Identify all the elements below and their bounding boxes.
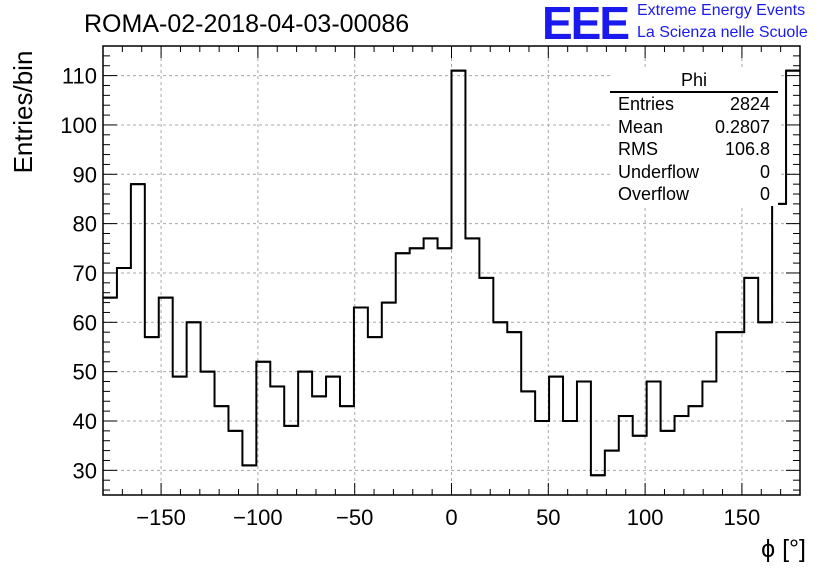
histogram-series [103,69,800,477]
stats-label: Underflow [618,161,700,182]
y-tick-label: 70 [73,261,97,286]
stats-title: Phi [610,70,778,93]
x-tick-label: 150 [724,505,761,530]
stats-value: 2824 [729,94,770,114]
y-tick-label: 40 [73,409,97,434]
y-tick-label: 30 [73,458,97,483]
logo-line-1: Extreme Energy Events [637,2,806,19]
y-tick-label: 90 [73,162,97,187]
x-tick-label: −50 [336,505,373,530]
stats-box: Phi Entries 2824 Mean 0.2807 RMS 106.8 U… [610,70,778,206]
y-tick-label: 110 [62,64,97,89]
stats-label: RMS [618,139,658,159]
x-tick-label: −100 [233,505,283,530]
stats-row-underflow: Underflow 0 [610,161,778,184]
y-axis-label: Entries/bin [8,51,38,174]
stats-value: 0 [759,184,770,204]
stats-value: 0 [759,161,770,182]
y-tick-label: 60 [73,310,97,335]
stats-value: 0.2807 [714,116,770,137]
stats-label: Mean [618,116,664,137]
stats-row-rms: RMS 106.8 [610,138,778,161]
x-tick-label: −150 [136,505,186,530]
stats-label: Overflow [618,184,690,204]
stats-row-entries: Entries 2824 [610,93,778,116]
stats-row-overflow: Overflow 0 [610,183,778,206]
stats-row-mean: Mean 0.2807 [610,116,778,139]
axis-ticks [103,45,800,495]
y-tick-labels: 30 40 50 60 70 80 90 100 110 [60,64,97,484]
stats-value: 106.8 [724,139,770,159]
stats-label: Entries [618,94,675,114]
run-title: ROMA-02-2018-04-03-00086 [84,10,410,38]
x-tick-label: 100 [627,505,664,530]
y-tick-label: 100 [60,113,97,138]
x-tick-label: 0 [445,505,457,530]
x-tick-labels: −150 −100 −50 0 50 100 150 [136,505,760,530]
logo-line-2: La Scienza nelle Scuole [637,24,808,41]
eee-logo: EEE [542,0,630,49]
y-tick-label: 80 [73,212,97,237]
x-tick-label: 50 [536,505,560,530]
x-axis-label: ϕ [°] [761,535,806,563]
y-tick-label: 50 [73,360,97,385]
